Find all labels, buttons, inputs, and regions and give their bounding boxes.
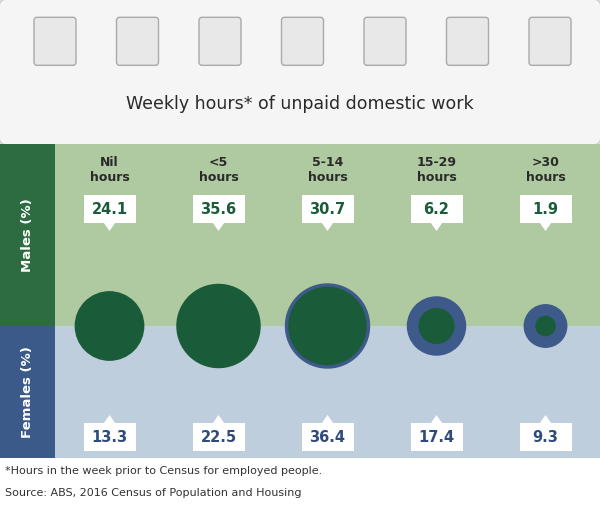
FancyBboxPatch shape xyxy=(0,144,55,326)
Text: >30
hours: >30 hours xyxy=(526,156,565,184)
Circle shape xyxy=(185,293,251,359)
Text: 30.7: 30.7 xyxy=(310,202,346,217)
Circle shape xyxy=(76,292,143,360)
Circle shape xyxy=(289,287,366,365)
Text: Weekly hours* of unpaid domestic work: Weekly hours* of unpaid domestic work xyxy=(126,94,474,112)
FancyBboxPatch shape xyxy=(520,195,571,223)
Polygon shape xyxy=(103,222,116,231)
Circle shape xyxy=(84,301,135,351)
FancyBboxPatch shape xyxy=(281,18,323,66)
Text: 36.4: 36.4 xyxy=(310,429,346,444)
Text: 22.5: 22.5 xyxy=(200,429,236,444)
FancyBboxPatch shape xyxy=(199,18,241,66)
FancyBboxPatch shape xyxy=(520,423,571,451)
Circle shape xyxy=(407,297,466,355)
FancyBboxPatch shape xyxy=(446,18,488,66)
Polygon shape xyxy=(321,415,334,424)
Text: 1.9: 1.9 xyxy=(533,202,559,217)
FancyBboxPatch shape xyxy=(193,195,245,223)
Circle shape xyxy=(286,284,370,368)
FancyBboxPatch shape xyxy=(302,195,353,223)
Text: Females (%): Females (%) xyxy=(21,346,34,438)
Polygon shape xyxy=(212,415,225,424)
FancyBboxPatch shape xyxy=(83,423,136,451)
Text: 6.2: 6.2 xyxy=(424,202,449,217)
Text: 13.3: 13.3 xyxy=(91,429,128,444)
Text: Source: ABS, 2016 Census of Population and Housing: Source: ABS, 2016 Census of Population a… xyxy=(5,488,302,498)
Circle shape xyxy=(524,305,567,347)
FancyBboxPatch shape xyxy=(55,326,600,458)
FancyBboxPatch shape xyxy=(55,144,600,326)
Text: 35.6: 35.6 xyxy=(200,202,236,217)
FancyBboxPatch shape xyxy=(193,423,245,451)
Polygon shape xyxy=(539,222,552,231)
Polygon shape xyxy=(430,415,443,424)
Circle shape xyxy=(536,316,555,335)
Polygon shape xyxy=(103,415,116,424)
FancyBboxPatch shape xyxy=(0,326,55,458)
Text: Males (%): Males (%) xyxy=(21,198,34,272)
Text: 17.4: 17.4 xyxy=(418,429,455,444)
FancyBboxPatch shape xyxy=(34,18,76,66)
Polygon shape xyxy=(539,415,552,424)
FancyBboxPatch shape xyxy=(116,18,158,66)
Polygon shape xyxy=(212,222,225,231)
FancyBboxPatch shape xyxy=(83,195,136,223)
Circle shape xyxy=(419,309,454,343)
Text: *Hours in the week prior to Census for employed people.: *Hours in the week prior to Census for e… xyxy=(5,466,322,476)
FancyBboxPatch shape xyxy=(364,18,406,66)
FancyBboxPatch shape xyxy=(0,0,600,145)
FancyBboxPatch shape xyxy=(410,423,463,451)
FancyBboxPatch shape xyxy=(529,18,571,66)
Text: 15-29
hours: 15-29 hours xyxy=(416,156,457,184)
Text: Nil
hours: Nil hours xyxy=(89,156,130,184)
Text: 9.3: 9.3 xyxy=(533,429,559,444)
Polygon shape xyxy=(321,222,334,231)
Text: <5
hours: <5 hours xyxy=(199,156,238,184)
Circle shape xyxy=(177,284,260,367)
FancyBboxPatch shape xyxy=(302,423,353,451)
Text: 24.1: 24.1 xyxy=(91,202,128,217)
Polygon shape xyxy=(430,222,443,231)
FancyBboxPatch shape xyxy=(410,195,463,223)
Text: 5-14
hours: 5-14 hours xyxy=(308,156,347,184)
